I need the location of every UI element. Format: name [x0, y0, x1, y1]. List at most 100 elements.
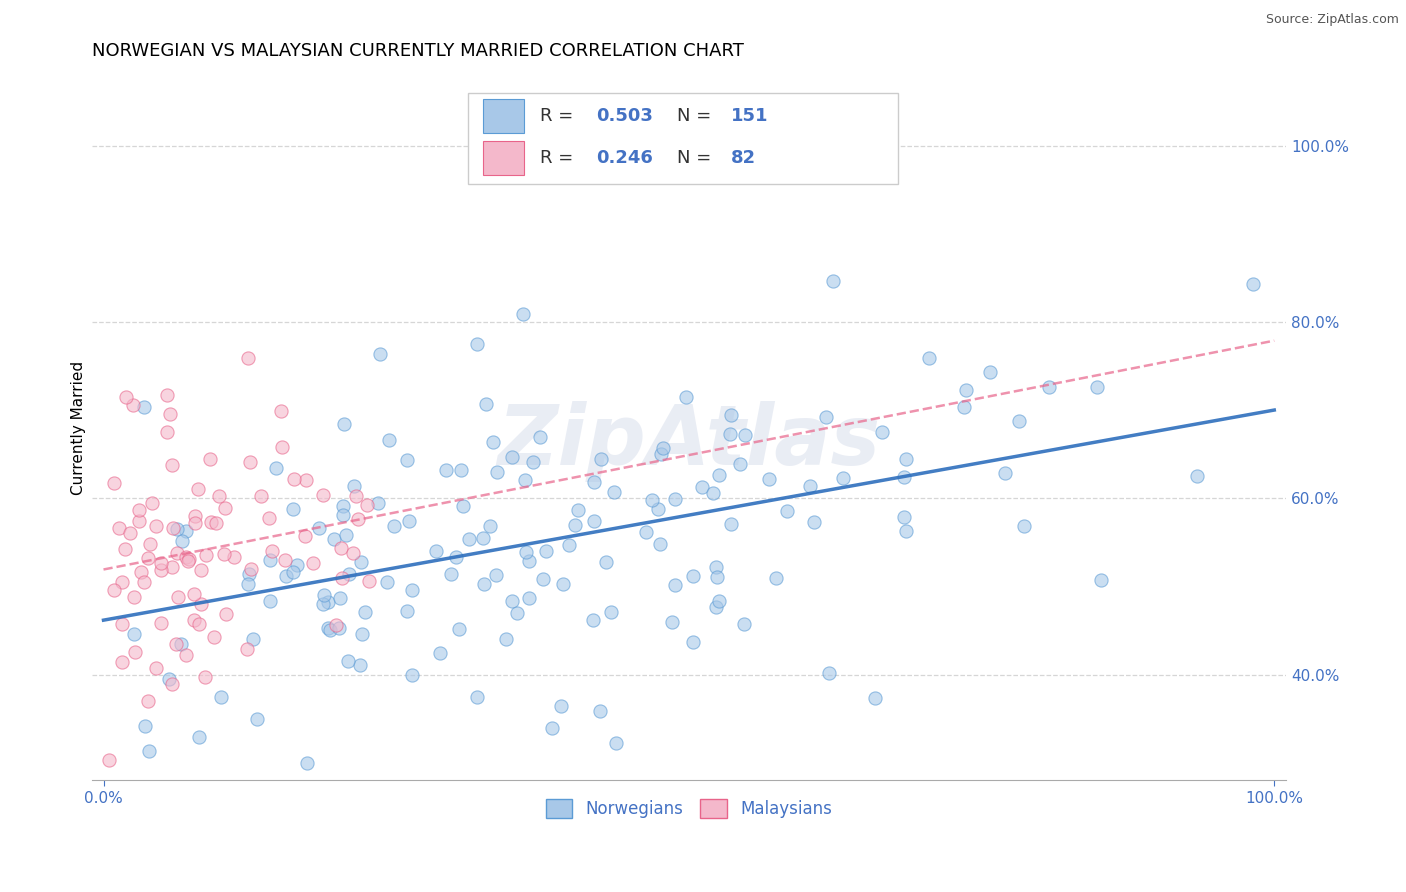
Point: [955, 383, 977, 397]
Point: [367, 496, 389, 510]
Point: [156, 388, 179, 402]
Point: [165, 637, 187, 651]
Point: [139, 537, 162, 551]
Point: [294, 529, 316, 543]
Point: [398, 514, 420, 528]
Point: [250, 490, 273, 504]
Point: [156, 425, 179, 439]
Y-axis label: Currently Married: Currently Married: [72, 360, 86, 495]
Point: [440, 566, 463, 581]
Point: [239, 455, 262, 469]
Point: [465, 336, 488, 351]
Point: [720, 516, 742, 531]
Point: [200, 515, 222, 529]
Point: [395, 453, 418, 467]
Point: [356, 498, 378, 512]
Point: [446, 549, 468, 564]
Point: [238, 567, 260, 582]
Point: [896, 451, 918, 466]
Point: [136, 550, 159, 565]
Point: [311, 488, 333, 502]
Point: [706, 570, 728, 584]
Point: [138, 744, 160, 758]
Point: [675, 390, 697, 404]
Point: [1012, 519, 1035, 533]
Point: [145, 660, 167, 674]
Point: [1090, 573, 1112, 587]
Point: [434, 462, 457, 476]
Bar: [484, 99, 524, 133]
Point: [329, 591, 352, 606]
Point: [396, 604, 419, 618]
Point: [200, 451, 222, 466]
Point: [529, 430, 551, 444]
Legend: Norwegians, Malaysians: Norwegians, Malaysians: [538, 792, 839, 825]
Point: [495, 632, 517, 646]
Point: [246, 712, 269, 726]
Text: R =: R =: [540, 149, 579, 167]
Point: [534, 543, 557, 558]
Point: [501, 450, 523, 465]
Point: [359, 574, 381, 588]
Point: [319, 623, 342, 637]
Point: [429, 646, 451, 660]
Point: [589, 704, 612, 718]
Point: [814, 409, 837, 424]
Point: [702, 486, 724, 500]
Point: [124, 626, 146, 640]
Point: [222, 550, 245, 565]
Point: [953, 400, 976, 414]
Point: [581, 613, 603, 627]
Point: [128, 502, 150, 516]
Point: [425, 544, 447, 558]
Point: [257, 510, 280, 524]
Point: [479, 519, 502, 533]
Point: [661, 615, 683, 630]
Point: [332, 417, 354, 431]
Point: [160, 560, 183, 574]
Point: [894, 524, 917, 539]
Point: [342, 546, 364, 560]
Point: [129, 565, 152, 579]
Text: NORWEGIAN VS MALAYSIAN CURRENTLY MARRIED CORRELATION CHART: NORWEGIAN VS MALAYSIAN CURRENTLY MARRIED…: [91, 42, 744, 60]
Point: [266, 461, 288, 475]
Point: [799, 479, 821, 493]
Point: [1008, 414, 1031, 428]
Point: [149, 616, 172, 631]
Point: [664, 578, 686, 592]
Point: [474, 397, 496, 411]
Point: [457, 532, 479, 546]
Point: [330, 541, 353, 556]
Point: [817, 665, 839, 680]
Point: [318, 621, 340, 635]
Point: [115, 390, 138, 404]
Point: [652, 441, 675, 455]
Point: [162, 677, 184, 691]
Point: [308, 521, 330, 535]
Point: [297, 756, 319, 770]
Point: [450, 463, 472, 477]
Point: [1185, 469, 1208, 483]
Point: [350, 555, 373, 569]
Point: [294, 473, 316, 487]
Point: [485, 465, 508, 479]
Point: [281, 565, 304, 579]
Point: [541, 721, 564, 735]
Point: [603, 484, 626, 499]
Point: [170, 533, 193, 548]
Point: [401, 668, 423, 682]
Point: [270, 404, 292, 418]
Point: [734, 428, 756, 442]
Point: [183, 587, 205, 601]
Point: [690, 480, 713, 494]
Point: [501, 594, 523, 608]
Point: [302, 556, 325, 570]
Point: [803, 515, 825, 529]
Point: [707, 467, 730, 482]
Text: Source: ZipAtlas.com: Source: ZipAtlas.com: [1265, 13, 1399, 27]
Point: [515, 545, 537, 559]
Point: [1038, 380, 1060, 394]
Point: [349, 658, 371, 673]
Point: [259, 553, 281, 567]
Point: [167, 590, 190, 604]
